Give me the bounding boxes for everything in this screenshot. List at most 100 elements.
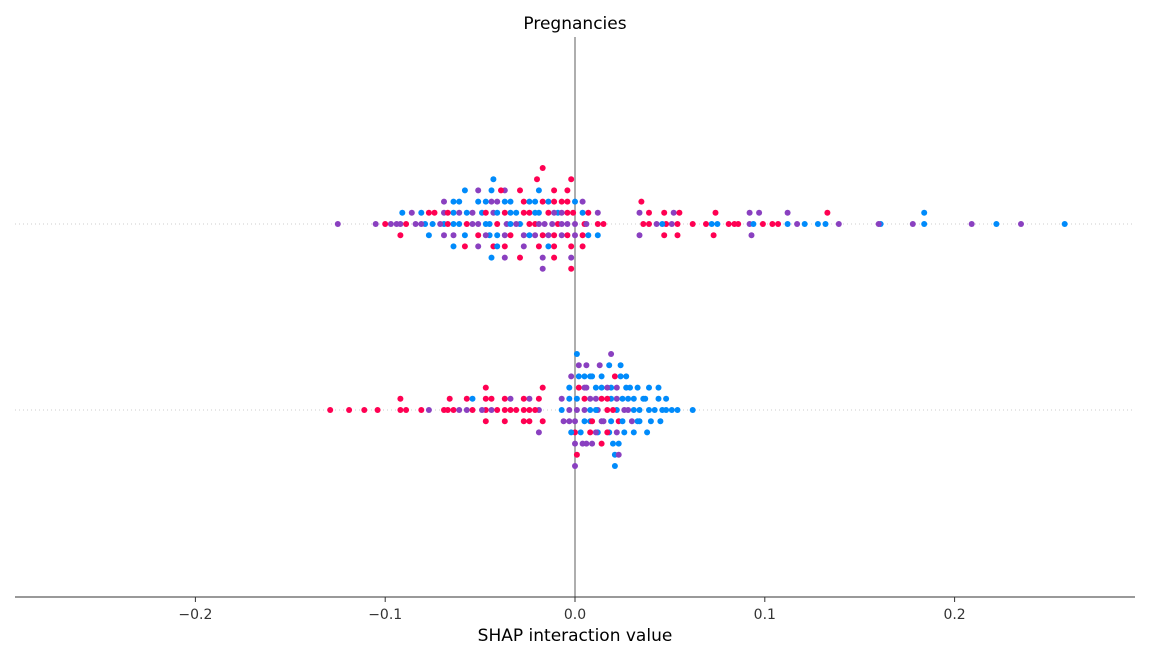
data-point [482,232,489,239]
data-point [361,407,368,413]
data-point [617,373,624,380]
data-point [661,232,668,239]
data-point [646,384,652,391]
data-point [549,221,556,227]
data-point [579,243,586,250]
data-point [712,209,719,216]
data-point [539,254,546,261]
data-point [425,407,432,413]
data-point [517,187,523,194]
data-point [450,221,457,227]
data-point [346,407,353,413]
data-point [501,407,508,413]
data-point [526,232,533,239]
data-point [501,418,508,425]
x-tick-label: 0.2 [943,607,965,623]
data-point [581,395,588,402]
data-point [488,254,495,261]
data-point [560,418,567,425]
data-point [539,198,546,205]
data-point [604,384,611,391]
data-point [594,209,601,216]
data-point [564,209,571,216]
data-point [636,418,643,425]
data-point [589,418,596,425]
data-point [475,232,482,239]
data-point [575,362,582,369]
data-point [334,221,341,227]
data-point [572,418,578,425]
data-point [589,373,596,380]
data-point [564,232,571,239]
data-point [441,407,447,413]
data-point [583,362,590,369]
data-point [387,221,394,227]
data-point [1061,221,1068,227]
data-point [674,407,681,413]
data-point [425,232,432,239]
data-point [327,407,334,413]
data-point [475,198,482,205]
data-point [572,463,578,469]
data-point [545,198,552,205]
data-point [526,418,533,425]
data-point [619,395,626,402]
data-point [725,221,732,227]
data-point [746,209,753,216]
data-point [596,362,603,369]
data-point [393,221,400,227]
data-point [475,187,482,194]
data-point [993,221,1000,227]
data-point [570,209,577,216]
data-point [775,221,782,227]
data-point [507,232,514,239]
data-point [659,221,666,227]
data-point [566,407,573,413]
data-point [551,198,558,205]
data-point [640,221,647,227]
data-point [535,395,542,402]
data-point [587,407,594,413]
data-point [517,254,523,261]
data-point [619,418,626,425]
x-tick-label: 0.1 [754,607,776,623]
data-point [397,395,404,402]
data-point [441,232,447,239]
data-point [469,395,476,402]
data-point [598,395,605,402]
data-point [463,407,470,413]
data-point [429,221,436,227]
data-point [534,176,540,183]
data-point [535,243,542,250]
data-point [759,221,766,227]
data-point [646,407,652,413]
data-point [1018,221,1024,227]
data-point [403,407,410,413]
data-point [573,395,580,402]
data-point [573,451,580,458]
data-point [653,221,660,227]
data-point [450,232,457,239]
data-point [374,407,381,413]
data-point [583,384,590,391]
data-point [490,176,497,183]
data-point [644,429,651,436]
data-point [498,187,504,194]
data-point [579,232,586,239]
data-point [824,209,831,216]
data-point [611,373,618,380]
data-point [501,232,508,239]
data-point [507,395,514,402]
data-point [589,440,596,447]
data-point [446,395,453,402]
data-point [418,221,425,227]
data-point [539,418,546,425]
data-point [640,395,647,402]
data-point [646,209,652,216]
data-point [482,198,489,205]
data-point [418,407,425,413]
data-point [475,243,482,250]
data-point [909,221,916,227]
data-point [651,407,658,413]
